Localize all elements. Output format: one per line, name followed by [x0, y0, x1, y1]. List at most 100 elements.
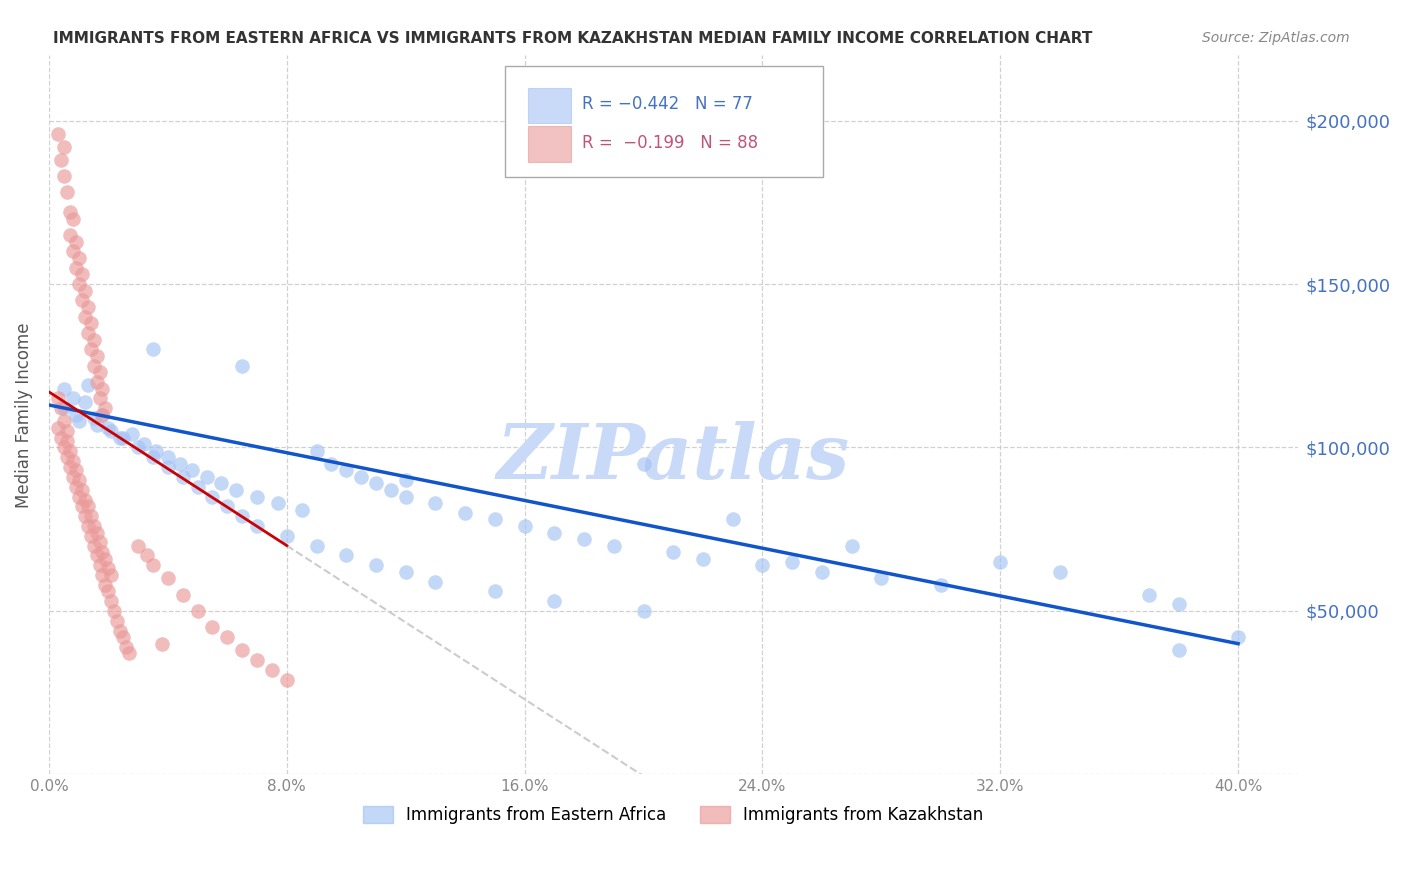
Point [56, 434, 79, 448]
Point [52, 382, 75, 396]
Point [305, 443, 328, 458]
Point [59, 205, 82, 219]
Point [169, 457, 191, 471]
Point [195, 470, 218, 484]
Y-axis label: Median Family Income: Median Family Income [15, 322, 32, 508]
Point [73, 310, 96, 324]
Point [67, 251, 90, 265]
Point [112, 431, 135, 445]
Point [217, 500, 239, 514]
Point [49, 401, 72, 416]
Point [156, 450, 179, 465]
Point [513, 519, 536, 533]
Point [103, 604, 125, 618]
Point [76, 500, 98, 514]
Point [1137, 588, 1160, 602]
Point [780, 555, 803, 569]
Point [89, 392, 111, 406]
Point [246, 653, 269, 667]
Point [100, 594, 122, 608]
Point [89, 365, 111, 379]
FancyBboxPatch shape [505, 66, 823, 178]
Point [83, 519, 105, 533]
Point [201, 490, 224, 504]
Point [142, 343, 165, 357]
Point [988, 555, 1011, 569]
Point [62, 211, 84, 226]
Point [662, 545, 685, 559]
Point [91, 408, 114, 422]
Point [91, 382, 114, 396]
Point [751, 558, 773, 573]
Point [454, 506, 477, 520]
Point [56, 424, 79, 438]
Point [276, 529, 298, 543]
Point [83, 333, 105, 347]
Point [425, 574, 447, 589]
Point [127, 539, 149, 553]
Point [187, 480, 209, 494]
Point [110, 624, 132, 638]
Text: R = −0.442   N = 77: R = −0.442 N = 77 [582, 95, 754, 113]
Point [65, 480, 87, 494]
Point [246, 519, 269, 533]
Text: ZIPatlas: ZIPatlas [496, 421, 849, 495]
Point [49, 431, 72, 445]
FancyBboxPatch shape [529, 126, 571, 161]
Point [76, 300, 98, 314]
Point [321, 457, 343, 471]
Point [70, 500, 93, 514]
Point [110, 431, 132, 445]
Point [62, 244, 84, 259]
Point [105, 614, 128, 628]
Point [156, 571, 179, 585]
Point [1049, 565, 1071, 579]
Point [929, 578, 952, 592]
Point [364, 476, 387, 491]
Point [180, 463, 202, 477]
Point [543, 525, 565, 540]
Point [721, 512, 744, 526]
Point [150, 637, 173, 651]
FancyBboxPatch shape [529, 87, 571, 123]
Point [395, 473, 418, 487]
Point [231, 509, 253, 524]
Point [633, 604, 655, 618]
Point [395, 565, 418, 579]
Point [97, 584, 120, 599]
Point [59, 443, 82, 458]
Point [172, 470, 194, 484]
Point [187, 604, 209, 618]
Point [83, 411, 105, 425]
Point [231, 643, 253, 657]
Point [94, 578, 117, 592]
Point [350, 470, 373, 484]
Point [73, 394, 96, 409]
Point [100, 424, 122, 438]
Point [127, 441, 149, 455]
Point [97, 561, 120, 575]
Point [136, 549, 159, 563]
Point [76, 326, 98, 340]
Point [380, 483, 402, 497]
Point [89, 558, 111, 573]
Point [145, 443, 167, 458]
Point [70, 483, 93, 497]
Point [67, 490, 90, 504]
Point [67, 414, 90, 428]
Point [692, 551, 714, 566]
Point [484, 512, 506, 526]
Point [52, 441, 75, 455]
Point [49, 153, 72, 167]
Point [156, 460, 179, 475]
Point [633, 457, 655, 471]
Point [62, 392, 84, 406]
Point [79, 316, 101, 330]
Point [56, 450, 79, 465]
Point [73, 492, 96, 507]
Point [425, 496, 447, 510]
Point [603, 539, 626, 553]
Point [56, 186, 79, 200]
Text: Source: ZipAtlas.com: Source: ZipAtlas.com [1202, 31, 1350, 45]
Point [100, 568, 122, 582]
